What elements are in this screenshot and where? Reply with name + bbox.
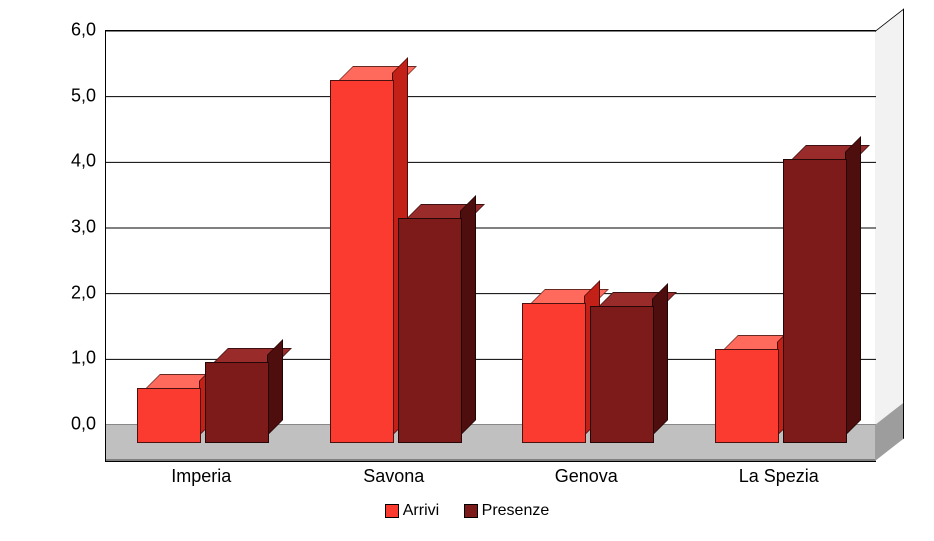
x-tick-label: Imperia (171, 466, 231, 487)
legend-swatch-arrivi (385, 504, 399, 518)
legend-label: Presenze (482, 502, 550, 520)
plot-area (105, 30, 876, 462)
bar-presenze-la-spezia (783, 161, 845, 443)
x-tick-label: Genova (555, 466, 618, 487)
bar-presenze-savona (398, 220, 460, 443)
bar-presenze-imperia (205, 364, 267, 443)
legend: Arrivi Presenze (0, 502, 934, 523)
y-tick-label: 2,0 (16, 282, 96, 303)
y-tick-label: 3,0 (16, 217, 96, 238)
bar-arrivi-imperia (137, 390, 199, 443)
x-tick-label: Savona (363, 466, 424, 487)
bar-arrivi-genova (522, 305, 584, 443)
bar-presenze-genova (590, 308, 652, 443)
legend-item-arrivi: Arrivi (385, 502, 439, 520)
legend-swatch-presenze (464, 504, 478, 518)
bar-chart: 0,0 1,0 2,0 3,0 4,0 5,0 6,0 Imperia Savona Genov… (0, 0, 934, 541)
y-tick-label: 0,0 (16, 414, 96, 435)
legend-item-presenze: Presenze (464, 502, 550, 520)
y-tick-label: 4,0 (16, 151, 96, 172)
backwall-side (875, 8, 904, 425)
x-tick-label: La Spezia (739, 466, 819, 487)
y-tick-label: 1,0 (16, 348, 96, 369)
legend-label: Arrivi (403, 502, 439, 520)
bar-arrivi-savona (330, 82, 392, 443)
y-tick-label: 5,0 (16, 85, 96, 106)
y-tick-label: 6,0 (16, 20, 96, 41)
bar-arrivi-la-spezia (715, 351, 777, 443)
